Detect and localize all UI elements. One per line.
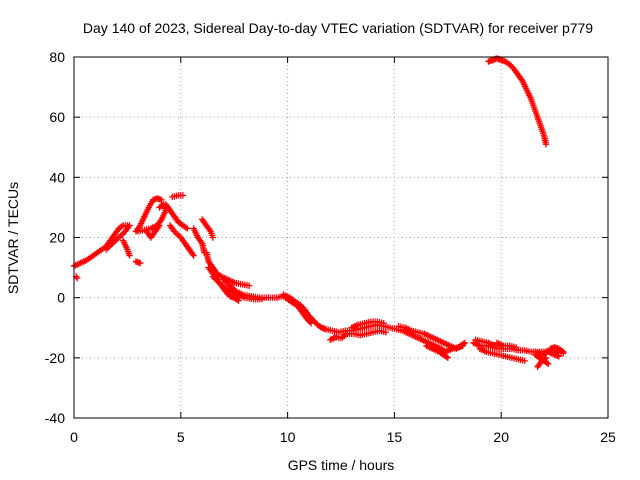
x-tick-label: 20 <box>493 429 509 445</box>
data-point <box>258 295 266 303</box>
chart-title: Day 140 of 2023, Sidereal Day-to-day VTE… <box>83 20 593 36</box>
data-point <box>542 141 550 148</box>
data-point <box>541 355 548 363</box>
data-point <box>555 353 563 360</box>
data-point <box>126 252 133 259</box>
x-tick-label: 10 <box>280 429 296 445</box>
x-tick-labels: 0 5 10 15 20 25 <box>70 429 616 445</box>
plot-frame <box>73 56 609 419</box>
data-point <box>521 357 528 365</box>
x-tick-label: 5 <box>177 429 185 445</box>
x-axis-label: GPS time / hours <box>288 457 395 473</box>
data-point <box>158 196 165 204</box>
data-point <box>512 344 520 351</box>
data-point <box>190 252 197 259</box>
y-tick-label: -40 <box>45 410 65 426</box>
data-point <box>233 296 241 303</box>
y-tick-label: 40 <box>49 169 65 185</box>
y-tick-label: 0 <box>57 290 65 306</box>
data-point <box>542 354 550 362</box>
data-point <box>235 297 242 304</box>
data-point <box>489 56 496 64</box>
data-point <box>179 192 187 199</box>
data-point <box>74 274 81 282</box>
data-point <box>156 222 163 229</box>
data-point <box>118 223 125 230</box>
data-point <box>137 259 144 267</box>
data-point <box>307 320 315 327</box>
data-point <box>157 203 165 210</box>
y-tick-label: -20 <box>45 350 65 366</box>
data-point <box>126 222 133 229</box>
data-point <box>245 282 253 289</box>
data-point <box>444 354 451 362</box>
data-point <box>459 342 466 349</box>
y-tick-label: 80 <box>49 49 65 65</box>
data-point <box>543 359 550 367</box>
data-point <box>182 224 189 231</box>
data-point <box>544 360 552 368</box>
data-point <box>559 348 567 356</box>
y-tick-labels: -40 -20 0 20 40 60 80 <box>45 49 65 426</box>
data-point <box>380 320 387 327</box>
data-points <box>70 55 567 371</box>
y-axis-label: SDTVAR / TECUs <box>5 182 21 294</box>
data-point <box>333 333 340 340</box>
data-point <box>382 329 390 336</box>
y-tick-label: 20 <box>49 230 65 246</box>
data-point <box>156 204 163 211</box>
data-point <box>558 347 565 355</box>
data-point <box>184 225 191 232</box>
data-point <box>443 353 450 361</box>
y-tick-label: 60 <box>49 109 65 125</box>
x-tick-label: 0 <box>70 429 78 445</box>
x-tick-label: 25 <box>600 429 616 445</box>
grid-lines <box>73 56 609 419</box>
x-tick-label: 15 <box>387 429 403 445</box>
data-point <box>209 234 217 241</box>
